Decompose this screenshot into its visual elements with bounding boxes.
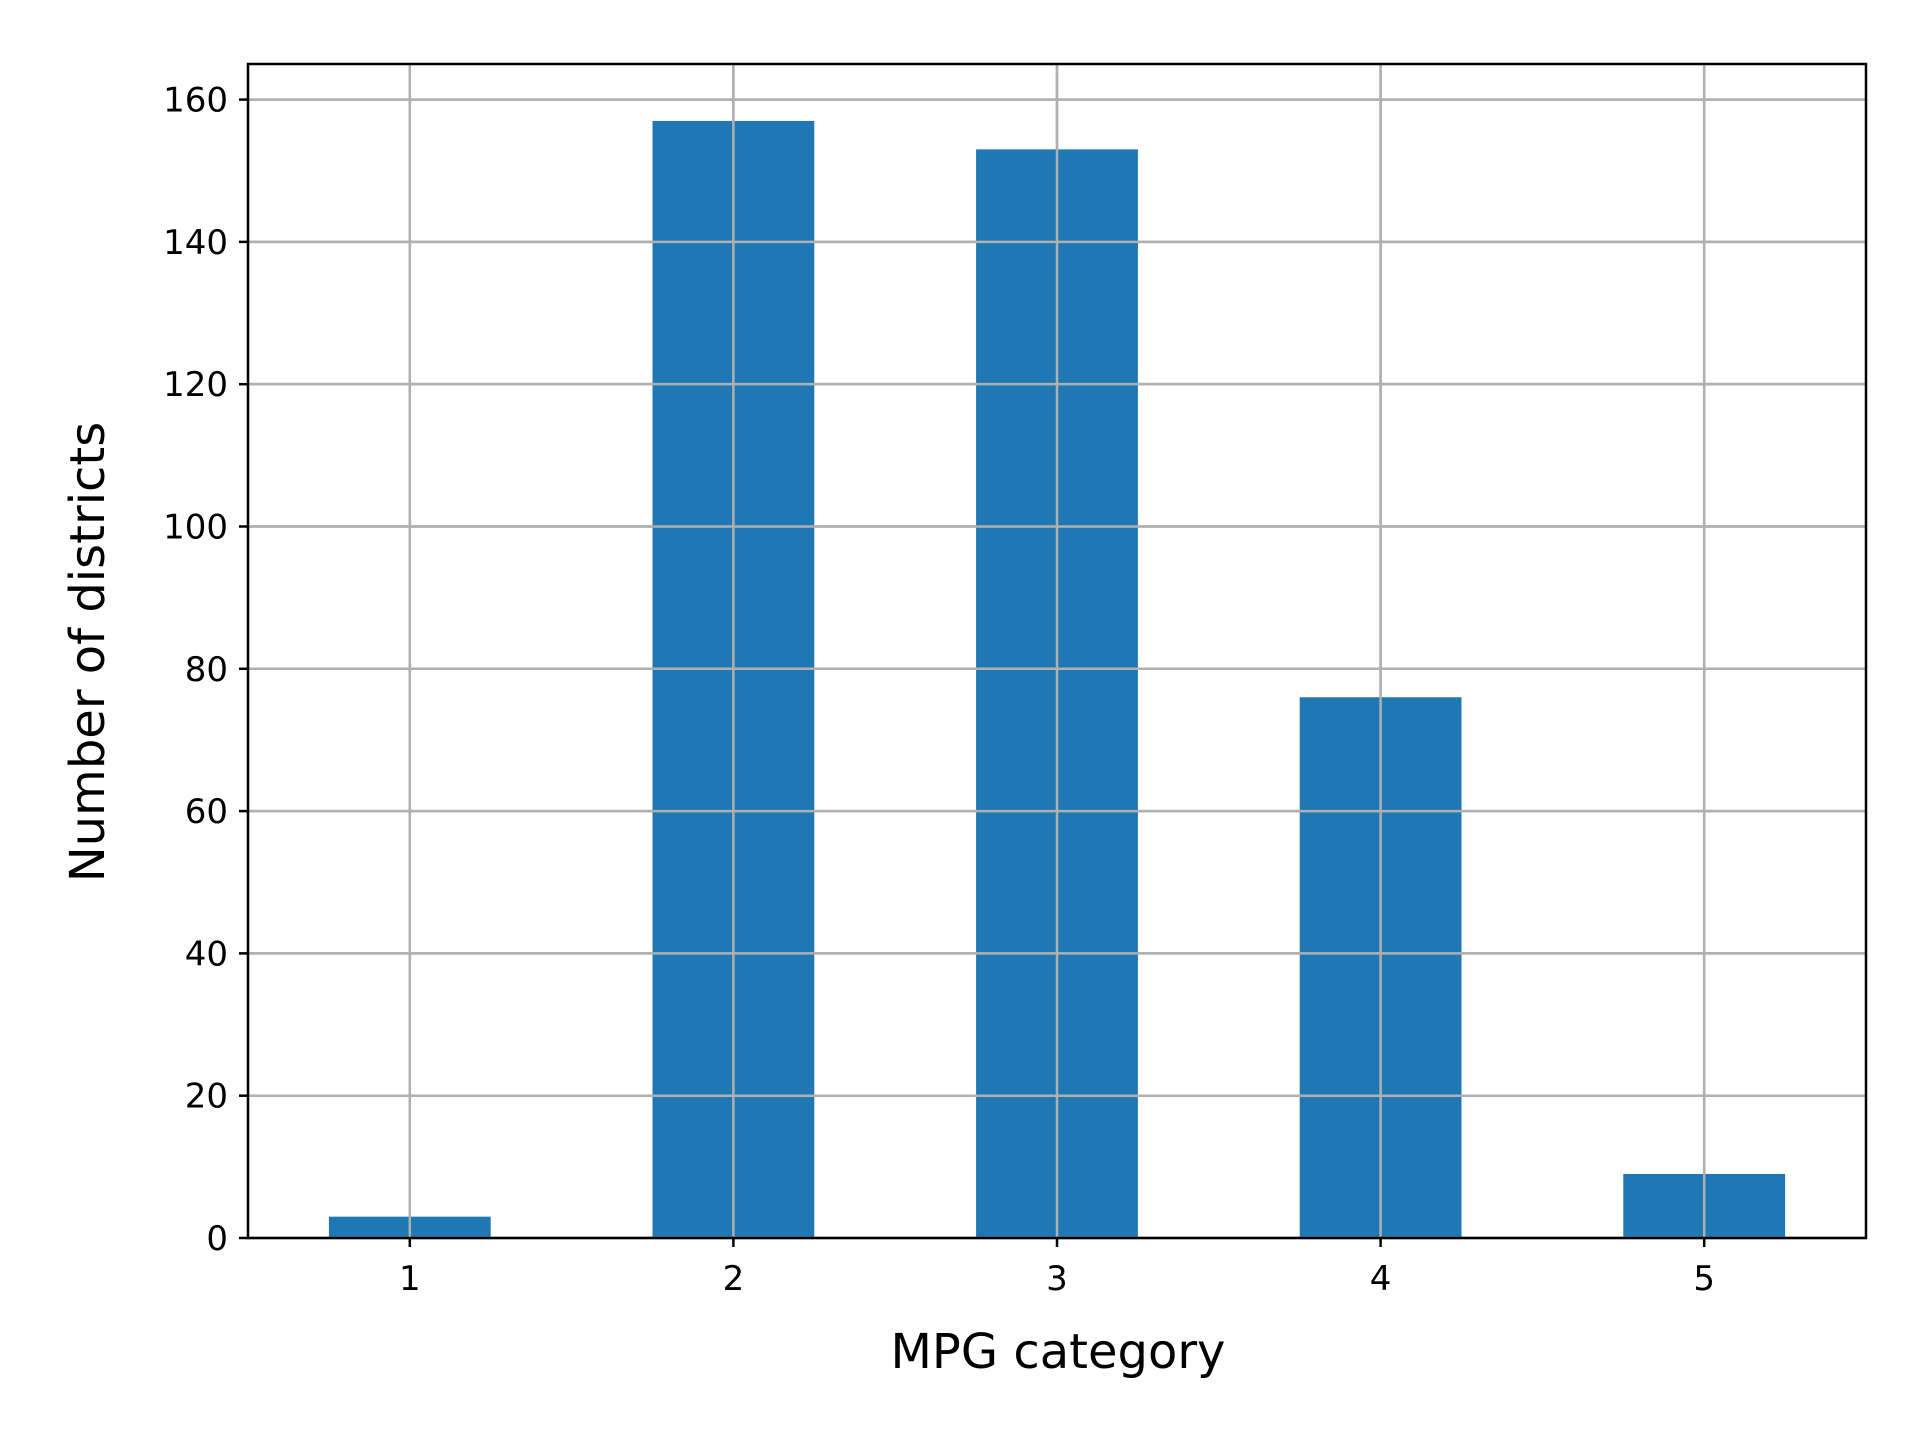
y-tick-label: 140 (163, 223, 228, 263)
y-tick-label: 160 (163, 81, 228, 121)
x-tick-label: 1 (399, 1259, 421, 1299)
x-axis-label: MPG category (891, 1324, 1226, 1380)
y-tick-label: 120 (163, 365, 228, 405)
x-tick-label: 3 (1046, 1259, 1068, 1299)
y-tick-label: 60 (185, 792, 228, 832)
y-axis-label: Number of districts (60, 422, 116, 883)
y-tick-label: 80 (185, 650, 228, 690)
y-tick-label: 0 (206, 1219, 228, 1259)
x-tick-label: 2 (723, 1259, 745, 1299)
axes-layer: 0 20 40 60 80 100 120 140 160 1 2 3 4 5 (163, 62, 1868, 1299)
y-tick-label: 40 (185, 934, 228, 974)
y-tick-label: 20 (185, 1077, 228, 1117)
x-tick-label: 4 (1370, 1259, 1392, 1299)
bar-layer (248, 64, 1866, 1240)
x-tick-label: 5 (1693, 1259, 1715, 1299)
y-tick-label: 100 (163, 507, 228, 547)
